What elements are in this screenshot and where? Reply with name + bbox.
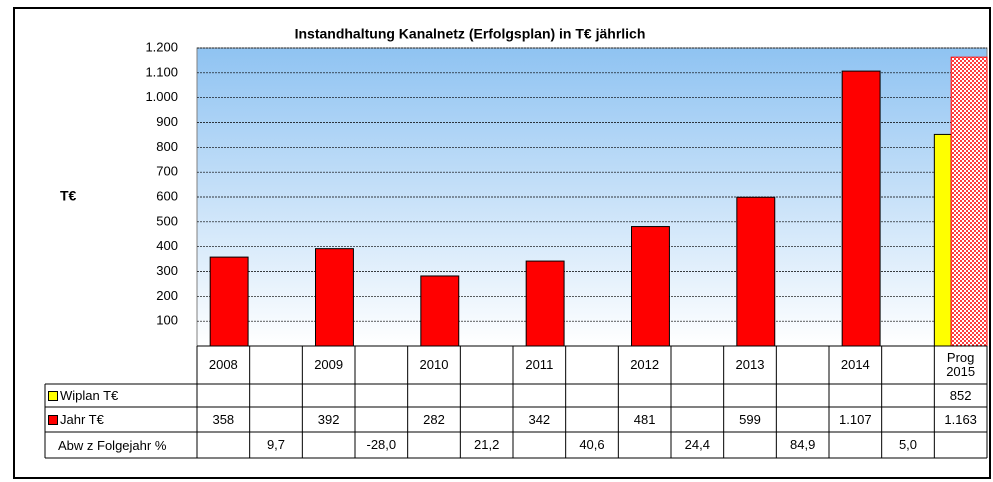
data-label: 342	[528, 411, 551, 427]
bar	[315, 248, 354, 347]
bar	[933, 133, 952, 347]
y-tick-label: 400	[156, 238, 178, 253]
data-label: 358	[212, 411, 235, 427]
data-label: 852	[949, 387, 972, 403]
legend-label: Jahr T€	[60, 412, 104, 427]
legend-entry: Abw z Folgejahr %	[58, 432, 166, 458]
data-label: -28,0	[366, 437, 397, 452]
x-tick-label: 2013	[735, 357, 765, 372]
bar	[525, 260, 565, 347]
y-tick-label: 900	[156, 114, 178, 129]
bar	[950, 56, 988, 347]
data-label: 1.107	[839, 411, 872, 427]
y-tick-label: 800	[156, 139, 178, 154]
y-tick-label: 600	[156, 188, 178, 203]
bar	[841, 70, 881, 347]
legend-entry: Jahr T€	[48, 407, 104, 432]
x-tick-label: Prog 2015	[946, 350, 976, 379]
y-tick-label: 1.000	[145, 89, 178, 104]
data-label: 24,4	[684, 437, 710, 452]
bar	[209, 256, 249, 347]
legend-label: Wiplan T€	[60, 388, 119, 403]
y-tick-label: 1.100	[145, 64, 178, 79]
data-label: 84,9	[790, 437, 816, 452]
y-tick-label: 1.200	[145, 39, 178, 54]
data-label: 599	[739, 411, 761, 427]
data-label: 392	[317, 411, 340, 427]
y-tick-label: 300	[156, 263, 178, 278]
bar	[631, 226, 670, 347]
data-label: 481	[633, 411, 656, 427]
y-axis-label: T€	[60, 188, 77, 204]
bar	[736, 196, 776, 347]
data-label: 21,2	[474, 437, 500, 452]
data-label: 5,0	[898, 437, 918, 452]
y-tick-label: 700	[156, 164, 178, 179]
legend-key	[48, 414, 58, 425]
data-label: 282	[423, 411, 445, 427]
chart-title: Instandhaltung Kanalnetz (Erfolgsplan) i…	[295, 26, 646, 42]
y-tick-label: 100	[156, 313, 178, 328]
legend-entry: Wiplan T€	[48, 384, 118, 407]
x-tick-label: 2010	[419, 357, 449, 372]
data-label: 9,7	[266, 437, 286, 452]
x-tick-label: 2009	[314, 357, 344, 372]
legend-label: Abw z Folgejahr %	[58, 437, 167, 453]
legend-key	[48, 390, 58, 401]
bar	[420, 275, 460, 347]
x-tick-label: 2012	[630, 357, 660, 372]
data-label: 40,6	[579, 437, 605, 452]
y-tick-label: 500	[156, 213, 178, 228]
y-tick-label: 200	[156, 288, 178, 303]
data-label: 1.163	[944, 411, 977, 427]
x-tick-label: 2014	[840, 357, 870, 372]
x-tick-label: 2011	[525, 357, 554, 372]
x-tick-label: 2008	[208, 357, 238, 372]
